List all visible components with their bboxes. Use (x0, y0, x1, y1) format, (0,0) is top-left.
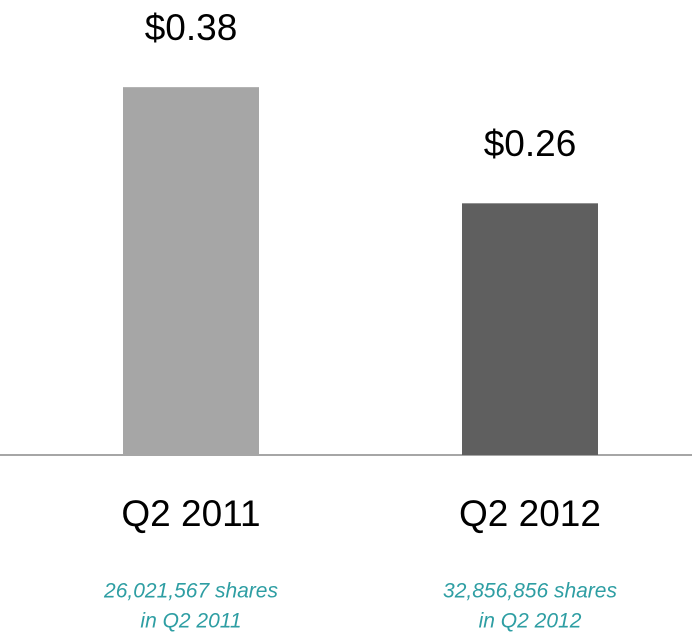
x-tick-label: Q2 2012 (459, 493, 601, 534)
value-label: $0.26 (484, 123, 577, 164)
annotation: 32,856,856 shares (443, 580, 617, 603)
x-tick-label: Q2 2011 (121, 493, 260, 534)
annotation: in Q2 2011 (140, 610, 241, 633)
annotation: 26,021,567 shares (103, 580, 278, 603)
bar (123, 87, 259, 455)
value-label: $0.38 (145, 7, 238, 48)
annotation: in Q2 2012 (479, 610, 582, 633)
bar (462, 203, 598, 455)
